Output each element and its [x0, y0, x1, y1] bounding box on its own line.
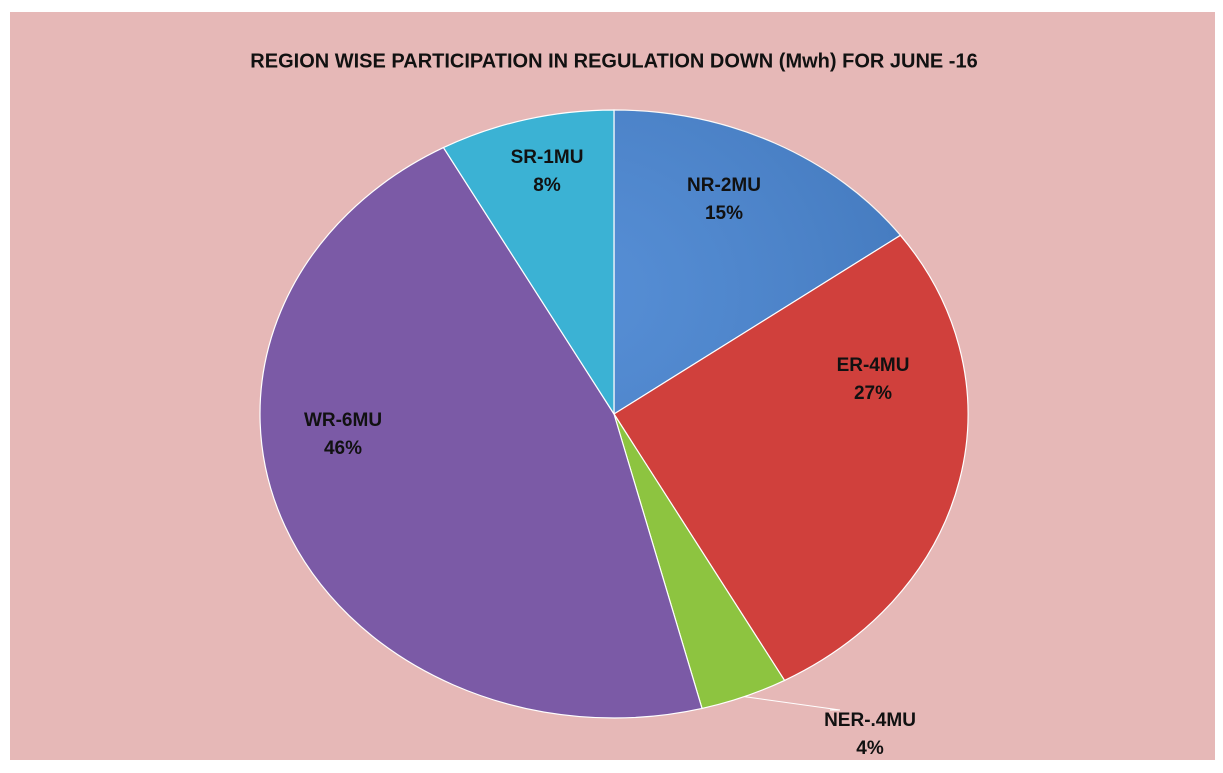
slice-value-label: 8% — [533, 175, 561, 196]
slice-label: NER-.4MU — [824, 710, 916, 731]
slice-label: SR-1MU — [511, 147, 584, 168]
pie-slice — [442, 109, 615, 417]
chart-title: REGION WISE PARTICIPATION IN REGULATION … — [250, 50, 977, 72]
slice-value-label: 4% — [856, 738, 884, 759]
leader-line — [744, 696, 841, 711]
slice-value-label: 27% — [854, 383, 892, 404]
slice-value-label: 46% — [324, 438, 362, 459]
slice-label: ER-4MU — [837, 355, 910, 376]
slice-label: NR-2MU — [687, 175, 761, 196]
pie-slice — [613, 234, 969, 682]
pie-slice — [259, 146, 703, 719]
slice-label: WR-6MU — [304, 410, 382, 431]
slice-value-label: 15% — [705, 203, 743, 224]
